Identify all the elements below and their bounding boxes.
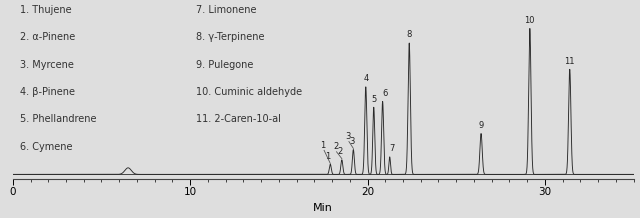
Text: 6. Cymene: 6. Cymene — [20, 142, 73, 152]
X-axis label: Min: Min — [313, 203, 333, 213]
Text: 5: 5 — [371, 95, 376, 104]
Text: 11: 11 — [564, 57, 575, 66]
Text: 6: 6 — [382, 89, 387, 98]
Text: 9. Pulegone: 9. Pulegone — [196, 60, 253, 70]
Text: 2: 2 — [337, 147, 342, 156]
Text: 8: 8 — [406, 30, 412, 39]
Text: 9: 9 — [479, 121, 484, 130]
Text: 10: 10 — [525, 16, 535, 25]
Text: 1: 1 — [321, 141, 326, 150]
Text: 11. 2-Caren-10-al: 11. 2-Caren-10-al — [196, 114, 281, 124]
Text: 2: 2 — [333, 142, 339, 151]
Text: 7: 7 — [389, 144, 394, 153]
Text: 3. Myrcene: 3. Myrcene — [20, 60, 74, 70]
Text: 4: 4 — [363, 74, 369, 83]
Text: 7. Limonene: 7. Limonene — [196, 5, 257, 15]
Text: 2. α-Pinene: 2. α-Pinene — [20, 32, 76, 42]
Text: 3: 3 — [350, 137, 355, 146]
Text: 1. Thujene: 1. Thujene — [20, 5, 72, 15]
Text: 1: 1 — [325, 152, 330, 160]
Text: 4. β-Pinene: 4. β-Pinene — [20, 87, 76, 97]
Text: 8. γ-Terpinene: 8. γ-Terpinene — [196, 32, 264, 42]
Text: 3: 3 — [346, 132, 351, 141]
Text: 10. Cuminic aldehyde: 10. Cuminic aldehyde — [196, 87, 302, 97]
Text: 5. Phellandrene: 5. Phellandrene — [20, 114, 97, 124]
